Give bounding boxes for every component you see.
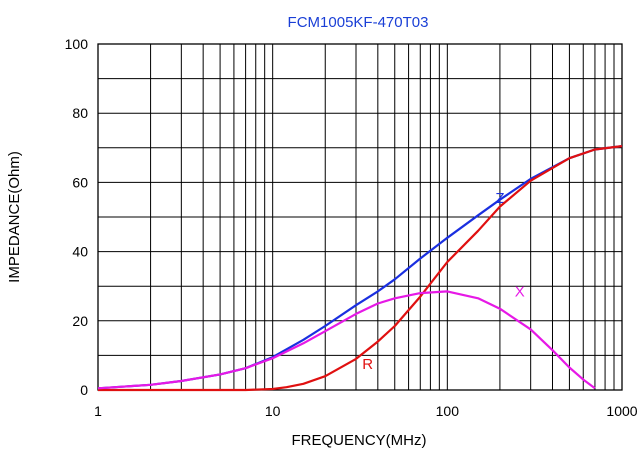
x-tick-label: 10 (265, 403, 281, 419)
grid (97, 43, 623, 391)
x-axis-label: FREQUENCY(MHz) (292, 432, 427, 449)
series-label-x: X (515, 284, 525, 301)
y-axis-label: IMPEDANCE(Ohm) (6, 151, 23, 283)
y-tick-label: 20 (72, 313, 88, 329)
plot-frame (97, 43, 623, 391)
series-group: Z R X (97, 145, 623, 392)
x-tick-label: 1000 (606, 403, 637, 419)
tick-labels: 1 10 100 1000 0 20 40 60 80 100 (65, 36, 638, 419)
y-tick-label: 60 (72, 174, 88, 190)
x-tick-label: 100 (436, 403, 460, 419)
series-line-x (97, 290, 596, 390)
y-tick-label: 0 (80, 382, 88, 398)
series-label-r: R (362, 356, 373, 373)
series-label-z: Z (495, 190, 504, 207)
y-tick-label: 80 (72, 105, 88, 121)
y-tick-label: 40 (72, 244, 88, 260)
chart-title: FCM1005KF-470T03 (288, 14, 429, 31)
y-tick-label: 100 (65, 36, 89, 52)
series-line-r (98, 145, 623, 392)
x-tick-label: 1 (94, 403, 102, 419)
